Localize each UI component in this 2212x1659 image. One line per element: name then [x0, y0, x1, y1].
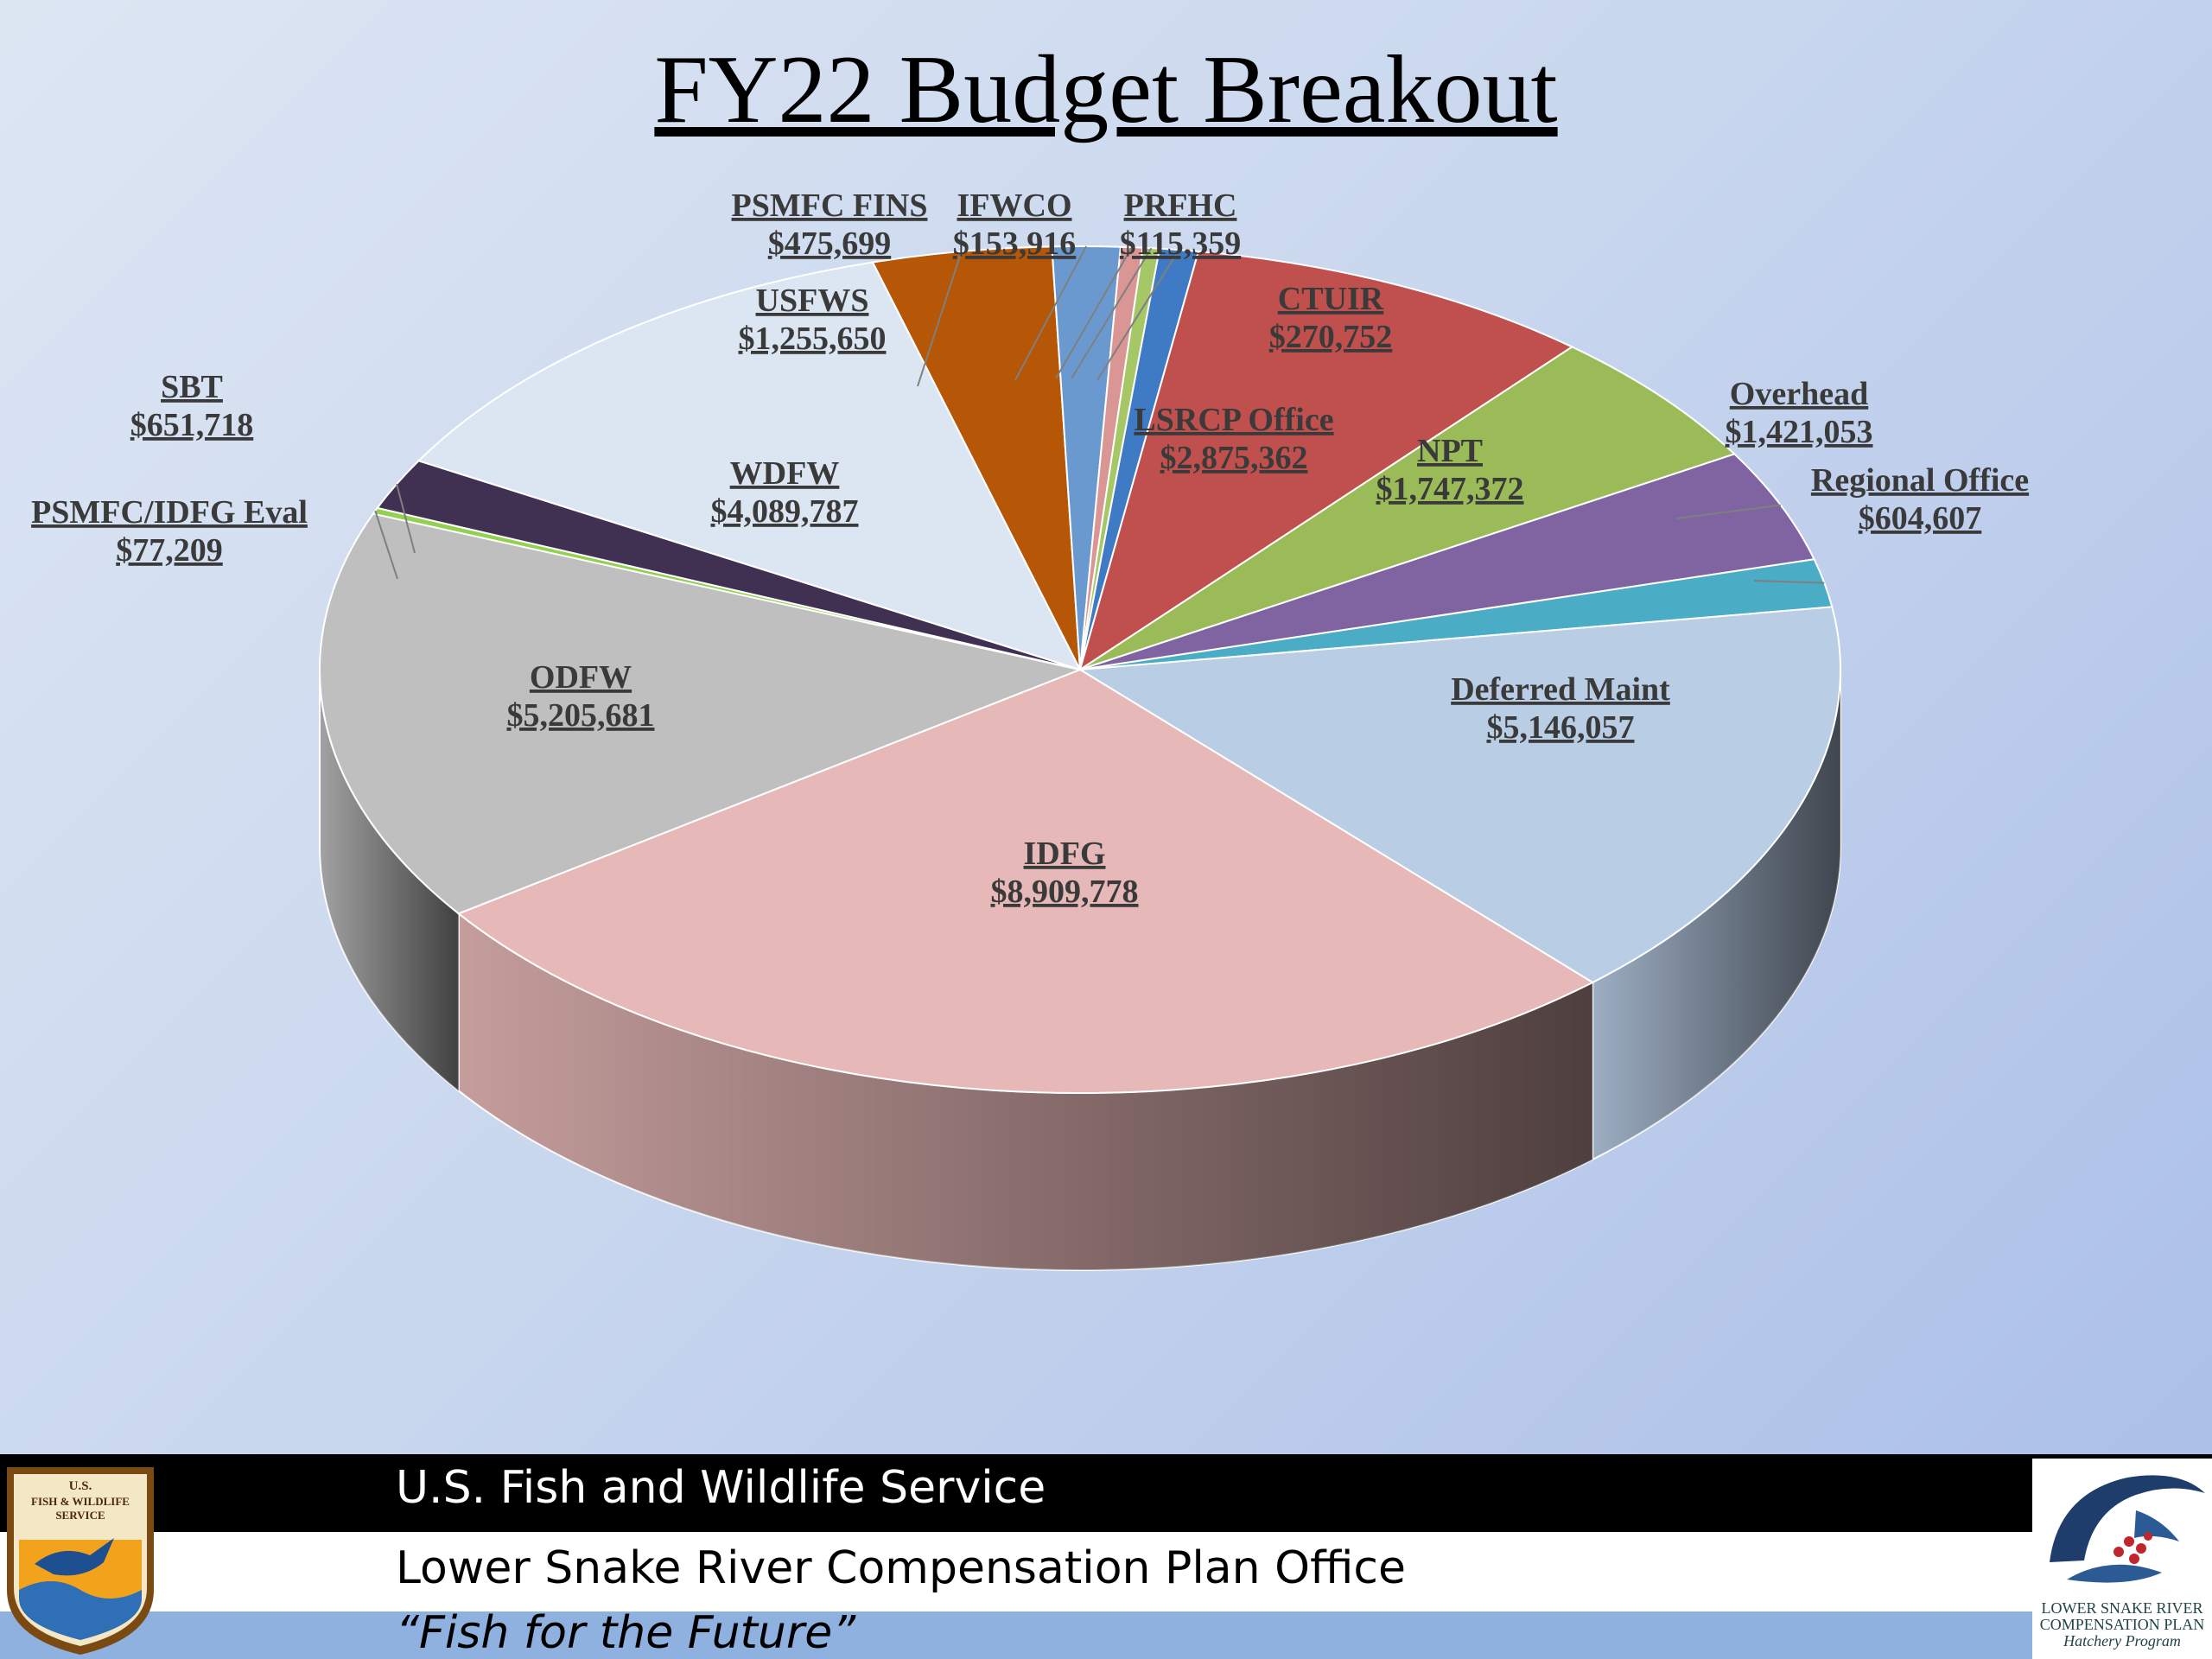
slice-label-name: PSMFC FINS	[732, 188, 928, 224]
pie-slice-npt	[1079, 346, 1737, 671]
svg-text:FISH & WILDLIFE: FISH & WILDLIFE	[31, 1495, 130, 1508]
slice-label-value: $4,089,787	[711, 493, 859, 530]
slice-label-value: $2,875,362	[1160, 440, 1308, 476]
svg-text:U.S.: U.S.	[69, 1479, 92, 1493]
slice-label-name: SBT	[161, 369, 223, 405]
fws-shield-logo: U.S. FISH & WILDLIFE SERVICE	[7, 1467, 154, 1655]
pie-slice-prfhc	[1079, 246, 1161, 671]
slice-label-name: PSMFC/IDFG Eval	[31, 494, 308, 531]
footer-motto: “Fish for the Future”	[396, 1607, 856, 1659]
leader-line-11	[917, 251, 963, 387]
pie-slice-deferred-maint	[1077, 606, 1841, 984]
slice-label-value: $5,205,681	[507, 697, 655, 734]
slice-label-value: $8,909,778	[991, 874, 1139, 910]
footer-band-black	[0, 1454, 2212, 1532]
slice-label-name: CTUIR	[1278, 281, 1384, 317]
slice-label-name: IDFG	[1024, 836, 1106, 872]
lsrcp-caption-line: Hatchery Program	[2063, 1632, 2181, 1649]
pie-slice-lsrcp-office	[1078, 250, 1574, 672]
pie-slice-idfg	[456, 668, 1595, 1094]
pie-side-shade-5	[1592, 670, 1840, 1160]
pie-slice-wdfw	[416, 261, 1082, 671]
slice-label-name: LSRCP Office	[1134, 402, 1333, 438]
slice-label-value: $1,255,650	[739, 321, 887, 357]
slice-label-value: $77,209	[116, 532, 223, 569]
svg-text:SERVICE: SERVICE	[55, 1509, 105, 1522]
pie-slice-odfw	[319, 512, 1084, 915]
slice-label-value: $270,752	[1269, 319, 1393, 355]
leader-lines	[374, 245, 1825, 584]
slice-label-name: Regional Office	[1811, 462, 2029, 499]
slice-label-value: $5,146,057	[1487, 709, 1635, 746]
leader-line-0	[1096, 249, 1180, 381]
slice-label-value: $115,359	[1120, 226, 1241, 262]
leader-line-14	[1071, 247, 1153, 379]
leader-line-9	[396, 483, 416, 554]
fish-icon	[2050, 1475, 2205, 1583]
slice-label-value: $1,421,053	[1726, 414, 1873, 450]
slice-label-name: ODFW	[530, 659, 632, 696]
leader-line-4	[1753, 580, 1825, 584]
footer-agency: U.S. Fish and Wildlife Service	[396, 1462, 1046, 1514]
slice-label-value: $604,607	[1859, 500, 1982, 537]
slice-label-name: Deferred Maint	[1451, 671, 1670, 708]
slice-label-name: IFWCO	[957, 188, 1072, 224]
pie-side-shade-6	[458, 913, 1593, 1270]
leader-line-3	[1675, 504, 1781, 519]
slice-label-name: USFWS	[756, 283, 869, 319]
lsrcp-logo	[2032, 1459, 2212, 1659]
lsrcp-caption: LOWER SNAKE RIVER COMPENSATION PLAN Hatc…	[2032, 1600, 2212, 1649]
slice-label-name: Overhead	[1730, 376, 1868, 412]
lsrcp-caption-line: COMPENSATION PLAN	[2039, 1616, 2205, 1633]
footer-band-white	[0, 1532, 2212, 1611]
leader-line-12	[1014, 245, 1088, 381]
duck-icon	[35, 1538, 114, 1576]
leader-line-13	[1055, 246, 1133, 379]
footer-band-blue	[0, 1611, 2212, 1659]
slice-label-value: $1,747,372	[1376, 471, 1524, 507]
slice-label-value: $651,718	[130, 407, 254, 443]
slice-label-value: $153,916	[953, 226, 1077, 262]
lsrcp-caption-line: LOWER SNAKE RIVER	[2041, 1599, 2203, 1617]
footer-office: Lower Snake River Compensation Plan Offi…	[396, 1542, 1406, 1594]
pie-slices	[319, 245, 1841, 1094]
pie-sides	[319, 669, 1841, 1271]
pie-side-shade-7	[320, 670, 459, 1091]
slice-label-value: $475,699	[768, 226, 892, 262]
chart-title: FY22 Budget Breakout	[654, 36, 1558, 143]
slice-label-name: PRFHC	[1124, 188, 1237, 224]
leader-line-8	[374, 510, 398, 580]
slice-label-name: NPT	[1417, 433, 1483, 469]
slice-label-name: WDFW	[730, 455, 840, 492]
